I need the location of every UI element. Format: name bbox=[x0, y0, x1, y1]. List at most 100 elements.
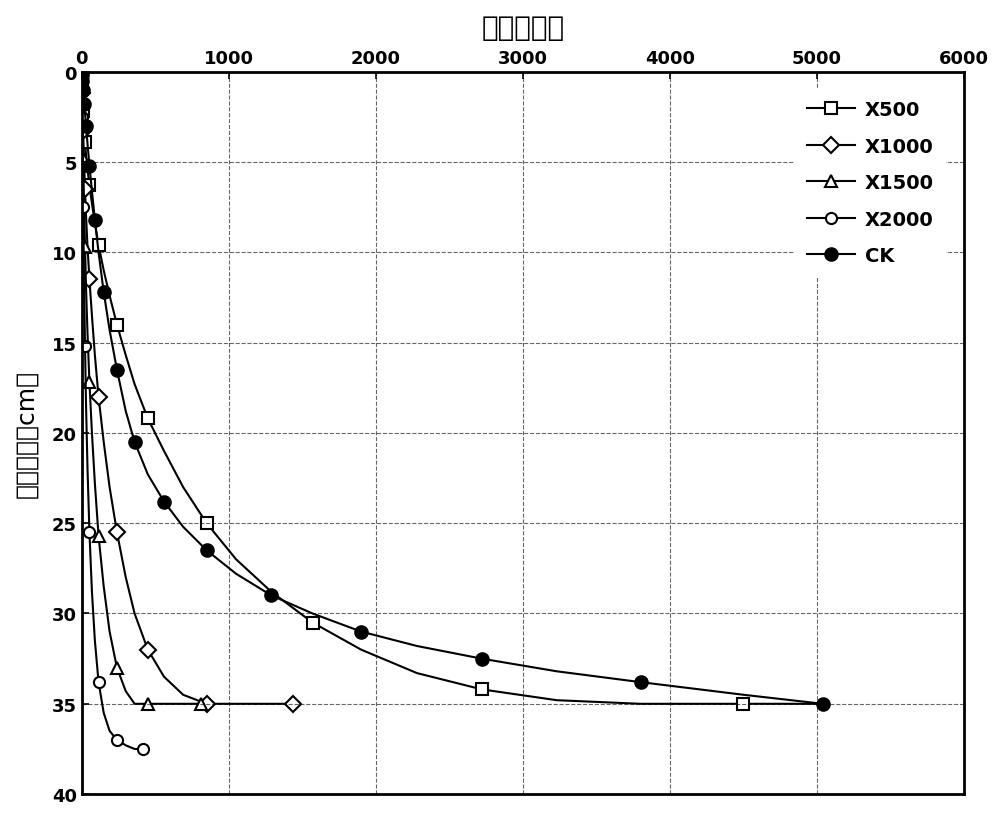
X1000 bbox=[97, 437, 109, 447]
X1500 bbox=[89, 479, 101, 489]
X1000 bbox=[103, 482, 115, 492]
CK bbox=[83, 161, 95, 171]
X1000 bbox=[92, 392, 104, 402]
Line: X1000: X1000 bbox=[76, 67, 299, 709]
CK bbox=[89, 215, 101, 225]
X500 bbox=[111, 320, 123, 330]
CK bbox=[355, 627, 367, 636]
CK bbox=[177, 523, 189, 532]
X1000 bbox=[76, 113, 88, 123]
X2000 bbox=[111, 735, 123, 745]
X2000 bbox=[92, 677, 104, 687]
CK bbox=[266, 590, 278, 600]
CK bbox=[79, 109, 91, 119]
X1500 bbox=[103, 627, 115, 636]
Line: X500: X500 bbox=[76, 67, 828, 709]
X1000 bbox=[86, 311, 98, 321]
CK bbox=[141, 470, 153, 480]
X2000 bbox=[76, 113, 88, 123]
X500 bbox=[141, 414, 153, 423]
X2000 bbox=[78, 293, 90, 303]
X1500 bbox=[75, 68, 87, 78]
CK bbox=[76, 80, 88, 90]
X2000 bbox=[76, 80, 88, 90]
CK bbox=[475, 654, 487, 663]
X2000 bbox=[79, 342, 91, 351]
X1500 bbox=[194, 699, 206, 709]
X1000 bbox=[78, 163, 90, 173]
X500 bbox=[79, 138, 91, 147]
X1500 bbox=[83, 378, 95, 387]
CK bbox=[92, 248, 104, 258]
CK bbox=[86, 187, 98, 197]
CK bbox=[103, 326, 115, 336]
X500 bbox=[77, 107, 89, 117]
X500 bbox=[76, 73, 88, 83]
X1500 bbox=[86, 428, 98, 438]
X1000 bbox=[79, 185, 91, 195]
X1000 bbox=[77, 145, 89, 155]
X2000 bbox=[81, 464, 93, 474]
Line: X2000: X2000 bbox=[76, 67, 149, 754]
X1500 bbox=[79, 242, 91, 252]
X500 bbox=[158, 446, 170, 456]
CK bbox=[76, 70, 88, 79]
X1000 bbox=[229, 699, 241, 709]
X500 bbox=[307, 618, 319, 627]
CK bbox=[158, 497, 170, 507]
CK bbox=[81, 140, 93, 150]
X1500 bbox=[119, 686, 131, 696]
X1500 bbox=[76, 131, 88, 141]
X2000 bbox=[86, 587, 98, 597]
X2000 bbox=[89, 636, 101, 645]
X1500 bbox=[76, 77, 88, 87]
X1500 bbox=[141, 699, 153, 709]
X1000 bbox=[266, 699, 278, 709]
Legend: X500, X1000, X1500, X2000, CK: X500, X1000, X1500, X2000, CK bbox=[795, 89, 945, 278]
X1000 bbox=[80, 212, 92, 222]
X1500 bbox=[76, 97, 88, 106]
X500 bbox=[200, 518, 212, 528]
CK bbox=[80, 122, 92, 132]
X1000 bbox=[76, 89, 88, 99]
X1000 bbox=[128, 609, 140, 618]
X2000 bbox=[76, 138, 88, 147]
X500 bbox=[128, 380, 140, 390]
CK bbox=[550, 667, 562, 676]
CK bbox=[128, 437, 140, 447]
X1500 bbox=[80, 284, 92, 294]
X500 bbox=[97, 266, 109, 276]
X2000 bbox=[137, 744, 149, 754]
X500 bbox=[119, 351, 131, 360]
X2000 bbox=[80, 401, 92, 411]
X2000 bbox=[76, 95, 88, 105]
CK bbox=[816, 699, 828, 709]
X500 bbox=[76, 98, 88, 108]
X1500 bbox=[77, 154, 89, 164]
X1500 bbox=[77, 181, 89, 191]
X1500 bbox=[76, 113, 88, 123]
X500 bbox=[411, 668, 423, 678]
X1000 bbox=[119, 572, 131, 582]
X500 bbox=[86, 199, 98, 209]
CK bbox=[411, 641, 423, 651]
X1500 bbox=[158, 699, 170, 709]
X500 bbox=[92, 241, 104, 251]
X1000 bbox=[177, 690, 189, 700]
X1000 bbox=[81, 242, 93, 252]
CK bbox=[736, 690, 748, 700]
CK bbox=[229, 569, 241, 579]
CK bbox=[307, 609, 319, 618]
CK bbox=[75, 68, 87, 78]
X1500 bbox=[92, 532, 104, 541]
X2000 bbox=[77, 203, 89, 213]
X500 bbox=[78, 127, 90, 137]
X500 bbox=[475, 685, 487, 695]
CK bbox=[97, 287, 109, 297]
X1000 bbox=[200, 699, 212, 709]
X500 bbox=[103, 292, 115, 301]
X1500 bbox=[97, 581, 109, 591]
X2000 bbox=[76, 167, 88, 177]
X500 bbox=[80, 151, 92, 161]
X500 bbox=[816, 699, 828, 709]
